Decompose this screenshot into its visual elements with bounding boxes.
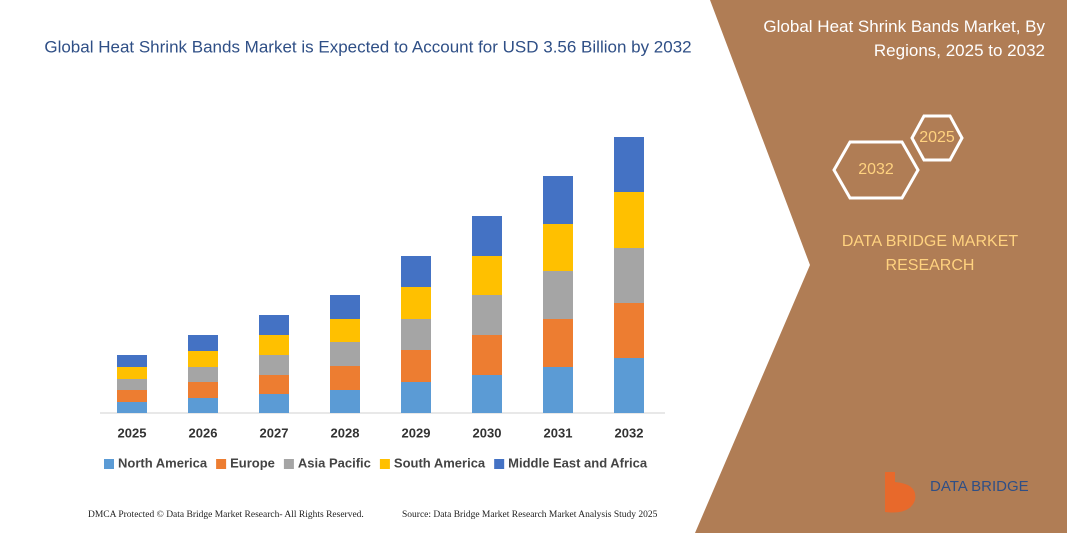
bar-segment xyxy=(188,367,218,382)
hex-label: 2025 xyxy=(919,129,955,146)
bar-segment xyxy=(259,355,289,375)
x-tick-label: 2030 xyxy=(473,425,502,440)
legend-swatch xyxy=(494,459,505,469)
bar-segment xyxy=(401,319,431,350)
bar-segment xyxy=(259,315,289,335)
bar-segment xyxy=(259,394,289,413)
x-tick-label: 2026 xyxy=(189,425,218,440)
legend-label: Europe xyxy=(230,455,275,470)
bar-segment xyxy=(259,375,289,394)
bar-segment xyxy=(472,335,502,375)
chart-title: Global Heat Shrink Bands Market is Expec… xyxy=(44,37,691,56)
brand: DATA BRIDGE MARKET RESEARCH xyxy=(841,233,1019,274)
logo-icon xyxy=(885,472,916,513)
bar-segment xyxy=(614,358,644,413)
legend-label: Asia Pacific xyxy=(298,455,371,470)
hex-label: 2032 xyxy=(858,161,894,178)
hexagon xyxy=(910,114,964,162)
bar-segment xyxy=(330,319,360,342)
bar-segment xyxy=(188,335,218,351)
legend-label: Middle East and Africa xyxy=(508,455,648,470)
footer-right: Source: Data Bridge Market Research Mark… xyxy=(402,510,658,520)
legend-swatch xyxy=(216,459,227,469)
bar-segment xyxy=(401,256,431,287)
bar-segment xyxy=(472,256,502,295)
bar-segment xyxy=(401,350,431,382)
legend-swatch xyxy=(104,459,114,469)
x-tick-label: 2032 xyxy=(615,425,644,440)
legend-label: North America xyxy=(118,455,208,470)
x-tick-label: 2025 xyxy=(118,425,147,440)
bar-segment xyxy=(543,319,573,367)
bar-segment xyxy=(259,335,289,355)
footer-left: DMCA Protected © Data Bridge Market Rese… xyxy=(88,509,364,520)
bar-segment xyxy=(117,402,147,413)
bar-segment xyxy=(188,382,218,398)
x-tick-label: 2027 xyxy=(260,425,289,440)
hexagon xyxy=(832,140,920,200)
x-tick-label: 2029 xyxy=(402,425,431,440)
x-tick-label: 2031 xyxy=(544,425,573,440)
bar-segment xyxy=(117,379,147,390)
bar-segment xyxy=(472,375,502,413)
legend-swatch xyxy=(283,459,294,469)
panel-title: Global Heat Shrink Bands Market, By Regi… xyxy=(763,17,1045,60)
bar-segment xyxy=(614,248,644,303)
bar-segment xyxy=(330,390,360,413)
bar-segment xyxy=(117,390,147,402)
bar-segment xyxy=(330,295,360,319)
bar-segment xyxy=(614,192,644,248)
bar-segment xyxy=(543,224,573,271)
bar-segment xyxy=(472,216,502,256)
bar-segment xyxy=(401,382,431,413)
logo-text: DATA BRIDGE xyxy=(930,478,1029,495)
bar-segment xyxy=(188,398,218,413)
bar-segment xyxy=(330,366,360,390)
legend-label: South America xyxy=(394,455,486,470)
bar-segment xyxy=(543,176,573,224)
side-panel xyxy=(695,0,1067,533)
bar-segment xyxy=(543,367,573,413)
bar-segment xyxy=(472,295,502,335)
legend-swatch xyxy=(379,459,390,469)
brand-box: DATA BRIDGE MARKET RESEARCH xyxy=(841,233,1019,274)
bar-segment xyxy=(188,351,218,367)
bar-segment xyxy=(614,303,644,358)
bar-segment xyxy=(117,355,147,367)
x-tick-label: 2028 xyxy=(331,425,360,440)
bar-segment xyxy=(117,367,147,379)
bar-segment xyxy=(614,137,644,192)
bar-segment xyxy=(543,271,573,319)
bar-segment xyxy=(330,342,360,366)
bar-segment xyxy=(401,287,431,319)
panel-title-box: Global Heat Shrink Bands Market, By Regi… xyxy=(763,17,1045,60)
